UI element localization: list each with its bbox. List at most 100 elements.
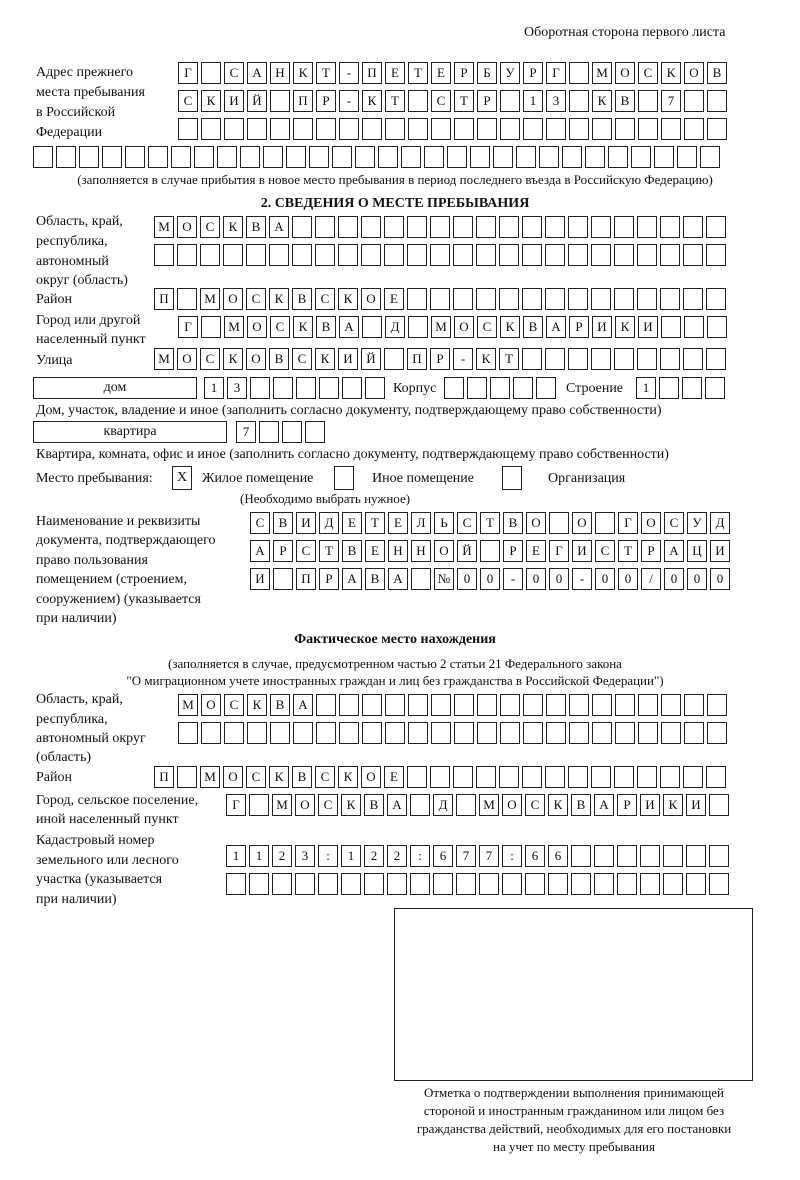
char-cell[interactable]: Е [384, 766, 404, 788]
char-cell[interactable] [569, 694, 589, 716]
char-cell[interactable]: Т [385, 90, 405, 112]
char-cell[interactable] [684, 90, 704, 112]
char-cell[interactable] [638, 694, 658, 716]
char-cell[interactable] [201, 118, 221, 140]
char-cell[interactable]: Р [641, 540, 661, 562]
korpus-row[interactable] [444, 377, 559, 399]
char-cell[interactable]: В [523, 316, 543, 338]
char-cell[interactable] [79, 146, 99, 168]
char-cell[interactable] [365, 377, 385, 399]
char-cell[interactable] [293, 722, 313, 744]
char-cell[interactable] [454, 118, 474, 140]
char-cell[interactable]: М [479, 794, 499, 816]
char-cell[interactable]: - [339, 90, 359, 112]
char-cell[interactable]: Д [433, 794, 453, 816]
char-cell[interactable] [296, 377, 316, 399]
char-cell[interactable] [594, 873, 614, 895]
char-cell[interactable]: Т [480, 512, 500, 534]
char-cell[interactable]: А [342, 568, 362, 590]
char-cell[interactable] [684, 694, 704, 716]
char-cell[interactable]: 6 [548, 845, 568, 867]
char-cell[interactable] [178, 118, 198, 140]
char-cell[interactable] [431, 694, 451, 716]
char-cell[interactable]: Г [178, 316, 198, 338]
char-cell[interactable]: 0 [526, 568, 546, 590]
char-cell[interactable] [477, 694, 497, 716]
char-cell[interactable]: В [503, 512, 523, 534]
char-cell[interactable]: М [200, 288, 220, 310]
char-cell[interactable]: К [476, 348, 496, 370]
char-cell[interactable] [614, 244, 634, 266]
char-cell[interactable] [433, 873, 453, 895]
char-cell[interactable] [401, 146, 421, 168]
char-cell[interactable] [201, 722, 221, 744]
char-cell[interactable] [500, 722, 520, 744]
char-cell[interactable] [638, 722, 658, 744]
char-cell[interactable] [595, 512, 615, 534]
char-cell[interactable] [480, 540, 500, 562]
char-cell[interactable]: В [269, 348, 289, 370]
char-cell[interactable]: И [296, 512, 316, 534]
char-cell[interactable] [637, 766, 657, 788]
char-cell[interactable]: 6 [525, 845, 545, 867]
char-cell[interactable] [549, 512, 569, 534]
char-cell[interactable] [545, 288, 565, 310]
char-cell[interactable] [453, 766, 473, 788]
char-cell[interactable]: 0 [480, 568, 500, 590]
char-cell[interactable] [444, 377, 464, 399]
char-cell[interactable]: 1 [523, 90, 543, 112]
char-cell[interactable]: 0 [664, 568, 684, 590]
char-cell[interactable]: Й [457, 540, 477, 562]
char-cell[interactable] [591, 348, 611, 370]
prev-address-row-4[interactable] [33, 146, 723, 168]
char-cell[interactable]: С [457, 512, 477, 534]
char-cell[interactable] [568, 766, 588, 788]
flat-number-row[interactable]: 7 [236, 421, 328, 443]
char-cell[interactable] [709, 845, 729, 867]
char-cell[interactable]: И [250, 568, 270, 590]
char-cell[interactable] [476, 216, 496, 238]
char-cell[interactable] [194, 146, 214, 168]
char-cell[interactable]: 7 [479, 845, 499, 867]
char-cell[interactable] [177, 288, 197, 310]
char-cell[interactable]: 1 [204, 377, 224, 399]
char-cell[interactable]: 7 [456, 845, 476, 867]
char-cell[interactable] [500, 118, 520, 140]
char-cell[interactable] [660, 244, 680, 266]
char-cell[interactable] [513, 377, 533, 399]
char-cell[interactable]: С [595, 540, 615, 562]
char-cell[interactable] [571, 873, 591, 895]
char-cell[interactable]: О [361, 766, 381, 788]
char-cell[interactable]: : [410, 845, 430, 867]
char-cell[interactable]: А [388, 568, 408, 590]
char-cell[interactable]: А [339, 316, 359, 338]
char-cell[interactable] [637, 348, 657, 370]
char-cell[interactable]: Р [319, 568, 339, 590]
char-cell[interactable] [705, 377, 725, 399]
char-cell[interactable] [591, 766, 611, 788]
char-cell[interactable]: П [362, 62, 382, 84]
char-cell[interactable]: О [361, 288, 381, 310]
char-cell[interactable]: П [154, 766, 174, 788]
char-cell[interactable] [592, 694, 612, 716]
char-cell[interactable] [385, 118, 405, 140]
char-cell[interactable] [684, 722, 704, 744]
char-cell[interactable]: Р [430, 348, 450, 370]
char-cell[interactable] [707, 722, 727, 744]
char-cell[interactable]: В [292, 766, 312, 788]
char-cell[interactable]: М [154, 348, 174, 370]
char-cell[interactable] [477, 118, 497, 140]
char-cell[interactable] [661, 722, 681, 744]
char-cell[interactable] [592, 722, 612, 744]
char-cell[interactable] [226, 873, 246, 895]
char-cell[interactable] [707, 118, 727, 140]
char-cell[interactable] [292, 216, 312, 238]
char-cell[interactable]: 6 [433, 845, 453, 867]
char-cell[interactable]: М [592, 62, 612, 84]
char-cell[interactable] [223, 244, 243, 266]
char-cell[interactable]: Е [342, 512, 362, 534]
char-cell[interactable]: П [296, 568, 316, 590]
